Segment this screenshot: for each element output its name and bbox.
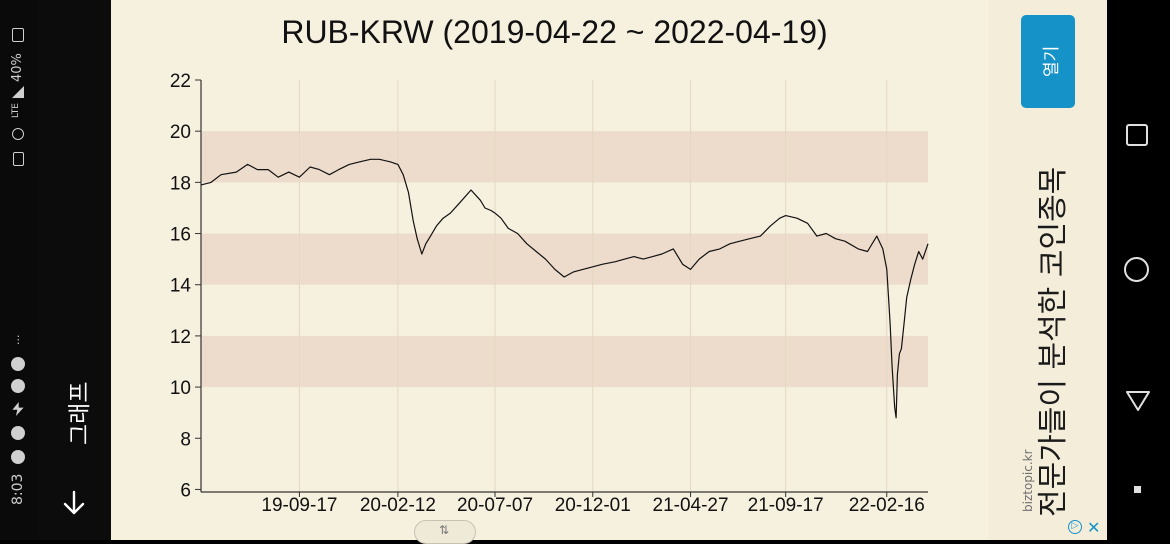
y-tick-label: 10 [170,378,191,399]
y-tick-label: 22 [170,71,191,92]
x-tick-label: 19-09-17 [261,495,337,516]
flash-icon [12,402,24,416]
app-notification-icon [11,426,25,440]
navigation-bar [1107,0,1170,540]
status-bar: 8:03 ··· 40% LTE [0,0,38,540]
app-notification-icon [11,450,25,464]
y-tick-label: 6 [180,480,191,501]
x-tick-label: 21-04-27 [653,495,729,516]
status-network: LTE [11,103,21,118]
ad-domain[interactable]: biztopic.kr [1021,449,1035,512]
home-icon[interactable] [1124,257,1149,282]
ad-panel: 열기 전문가들이 분석한 코인종목 biztopic.kr ▷ ✕ [989,0,1107,540]
rub-krw-line-chart: RUB-KRW (2019-04-22 ~ 2022-04-19) 19-09-1… [170,14,929,516]
app-bar: 그래프 [38,0,111,540]
keyboard-indicator-icon[interactable] [1134,486,1141,493]
chart-title: RUB-KRW (2019-04-22 ~ 2022-04-19) [281,14,827,50]
signal-icon [12,86,24,98]
status-time: 8:03 [10,473,26,505]
y-tick-label: 8 [180,429,191,450]
band-rect [201,335,928,388]
back-icon[interactable] [1125,388,1151,414]
y-tick-label: 18 [170,173,191,194]
ad-open-button[interactable]: 열기 [1021,15,1075,108]
y-tick-label: 12 [170,327,191,348]
arrow-down-icon[interactable] [62,490,86,516]
chart-panel: RUB-KRW (2019-04-22 ~ 2022-04-19) 19-09-1… [111,0,989,544]
y-tick-label: 16 [170,225,191,246]
swap-vertical-icon: ⇅ [439,523,450,537]
series-line [200,158,929,419]
status-battery-percent: 40% [10,53,25,82]
status-more-dots: ··· [12,334,25,346]
battery-icon [12,28,24,42]
scroll-handle[interactable]: ⇅ [414,520,476,544]
x-tick-label: 20-02-12 [360,495,436,516]
app-notification-icon [11,379,25,393]
ad-open-label: 열기 [1042,45,1062,77]
recent-apps-icon[interactable] [1126,124,1148,146]
ad-close-icon[interactable]: ✕ [1087,518,1101,537]
y-tick-label: 14 [170,276,192,297]
app-notification-icon [11,357,25,371]
page-title: 그래프 [67,381,93,445]
band-rect [201,131,928,183]
y-tick-label: 20 [170,122,191,143]
vibrate-icon [13,152,24,166]
x-tick-label: 20-12-01 [555,495,631,516]
adchoices-icon[interactable]: ▷ [1068,520,1082,534]
x-tick-label: 20-07-07 [457,495,533,516]
alarm-icon [12,128,24,140]
x-tick-label: 22-02-16 [849,495,925,516]
x-tick-label: 21-09-17 [748,495,824,516]
